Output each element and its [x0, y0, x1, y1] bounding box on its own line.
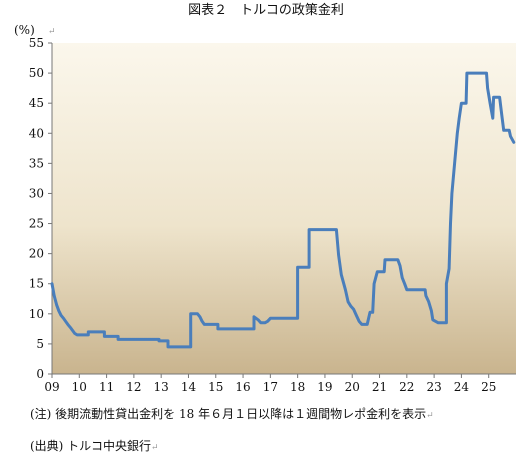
x-tick-label: 17	[263, 380, 278, 394]
paragraph-mark-icon: ↵	[426, 411, 434, 421]
x-tick-label: 24	[454, 380, 470, 394]
y-tick-label: 50	[29, 66, 44, 80]
y-tick-label: 35	[29, 156, 44, 170]
x-tick-label: 25	[481, 380, 496, 394]
x-tick-label: 22	[399, 380, 414, 394]
series-layer	[50, 71, 516, 349]
x-tick-label: 13	[154, 380, 169, 394]
y-tick-label: 25	[29, 217, 44, 231]
x-tick-label: 12	[126, 380, 141, 394]
x-tick-label: 11	[99, 380, 114, 394]
x-tick-label: 21	[372, 380, 387, 394]
y-tick-label: 20	[29, 247, 44, 261]
chart-title: 図表２ トルコの政策金利	[188, 2, 344, 18]
y-tick-label: 30	[29, 186, 44, 200]
y-tick-label: 40	[29, 126, 44, 140]
x-tick-label: 18	[290, 380, 305, 394]
x-axis: 09 10 11 12 13 14 15 16 17 18 19 20 21 22 23 24 25	[44, 373, 516, 394]
y-tick-label: 5	[36, 337, 44, 351]
x-tick-label: 23	[426, 380, 441, 394]
x-tick-label: 19	[317, 380, 332, 394]
x-tick-label: 10	[72, 380, 87, 394]
source-note: (出典) トルコ中央銀行↵	[30, 437, 159, 454]
y-axis: 0 5 10 15 20 25 30 35 40 45 50 55	[29, 36, 53, 381]
x-tick-label: 16	[235, 380, 250, 394]
x-tick-label: 14	[181, 380, 197, 394]
paragraph-mark-icon: ↵	[331, 7, 339, 17]
y-axis-unit-label: (%)	[14, 23, 35, 37]
paragraph-mark-icon: ↵	[150, 443, 159, 453]
y-tick-label: 10	[29, 307, 44, 321]
series-line-policy-rate	[50, 71, 516, 349]
plot-area	[52, 43, 516, 374]
source-text: (出典) トルコ中央銀行	[30, 439, 151, 453]
footnote: (注) 後期流動性貸出金利を 18 年６月１日以降は１週間物レポ金利を表示↵	[30, 405, 434, 422]
x-tick-label: 09	[44, 380, 59, 394]
y-tick-label: 0	[36, 367, 44, 381]
x-tick-label: 15	[208, 380, 223, 394]
y-tick-label: 45	[29, 96, 44, 110]
x-tick-label: 20	[345, 380, 360, 394]
footnote-text: (注) 後期流動性貸出金利を 18 年６月１日以降は１週間物レポ金利を表示	[30, 407, 427, 421]
y-tick-label: 55	[29, 36, 44, 50]
paragraph-mark-icon: ↵	[48, 27, 56, 37]
y-tick-label: 15	[29, 277, 44, 291]
